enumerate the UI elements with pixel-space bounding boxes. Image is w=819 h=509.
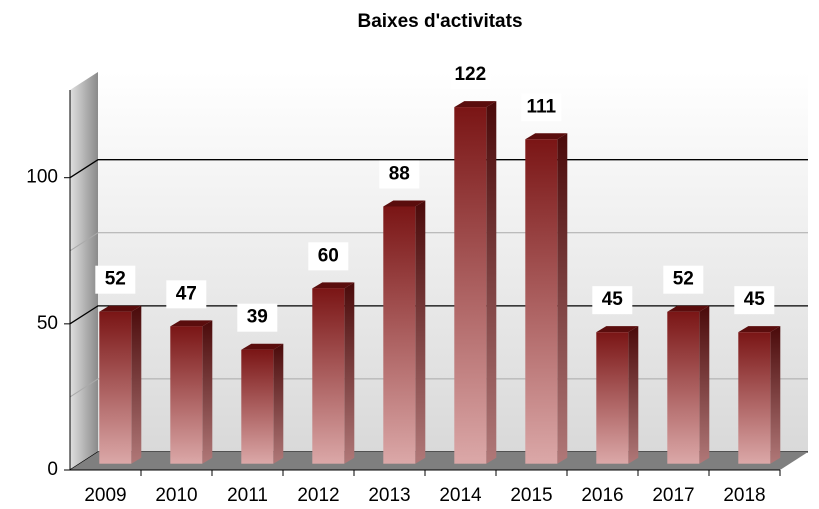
- grid-line: [69, 305, 808, 325]
- value-label: 47: [176, 283, 197, 304]
- bar-top: [596, 326, 639, 333]
- value-label-box: [592, 286, 633, 315]
- x-tick-label: 2013: [368, 485, 410, 506]
- bar: [241, 349, 274, 464]
- grid-line: [69, 159, 808, 179]
- value-label: 88: [389, 163, 410, 184]
- value-label: 52: [673, 269, 694, 290]
- bar-top: [667, 305, 710, 312]
- minor-grid-line: [69, 378, 808, 398]
- side-wall: [70, 72, 98, 470]
- value-label-box: [734, 286, 775, 315]
- bar-top: [241, 343, 284, 350]
- bar: [312, 288, 345, 464]
- bar: [596, 332, 629, 464]
- bar-side: [557, 133, 568, 464]
- value-label: 52: [105, 269, 126, 290]
- y-tick-label: 100: [26, 167, 58, 188]
- bar-side: [486, 101, 497, 464]
- x-tick-label: 2014: [439, 485, 482, 506]
- value-label: 45: [602, 289, 624, 310]
- bar-top: [170, 320, 213, 327]
- value-label-box: [663, 265, 704, 294]
- bar-top: [383, 200, 426, 207]
- y-tick-label: 50: [37, 313, 58, 334]
- value-label-box: [237, 303, 278, 332]
- bar: [99, 311, 132, 464]
- x-tick-label: 2012: [297, 485, 339, 506]
- value-label-box: [379, 160, 420, 189]
- bar-side: [628, 326, 639, 464]
- bar-side: [770, 326, 781, 464]
- x-tick-label: 2017: [652, 485, 694, 506]
- bar-side: [131, 305, 142, 464]
- bar-side: [273, 343, 284, 464]
- bar-top: [738, 326, 781, 333]
- value-label: 39: [247, 307, 268, 328]
- bar-top: [454, 101, 497, 108]
- bar: [525, 139, 558, 464]
- bar: [170, 326, 203, 464]
- x-tick-label: 2010: [155, 485, 197, 506]
- x-tick-label: 2009: [84, 485, 126, 506]
- bar-top: [312, 282, 355, 289]
- y-tick-label: 0: [47, 459, 58, 480]
- value-label: 45: [744, 289, 766, 310]
- value-label-box: [166, 280, 207, 309]
- x-tick-label: 2016: [581, 485, 623, 506]
- value-label-box: [450, 61, 491, 90]
- bar: [738, 332, 771, 464]
- x-tick-label: 2018: [723, 485, 765, 506]
- x-tick-label: 2015: [510, 485, 552, 506]
- value-label: 60: [318, 245, 339, 266]
- bar-side: [699, 305, 710, 464]
- x-tick-label: 2011: [227, 485, 268, 506]
- bar-side: [415, 200, 426, 464]
- bar-top: [99, 305, 142, 312]
- value-label-box: [95, 265, 136, 294]
- value-label-box: [521, 93, 562, 122]
- bar: [454, 107, 487, 464]
- bar-top: [525, 133, 568, 140]
- bar: [383, 206, 416, 464]
- value-label: 111: [526, 96, 556, 117]
- chart-title: Baixes d'activitats: [357, 11, 522, 32]
- bar: [667, 311, 700, 464]
- value-label: 122: [454, 64, 486, 85]
- bar-side: [202, 320, 213, 464]
- bar-side: [344, 282, 355, 464]
- minor-grid-line: [69, 232, 808, 252]
- value-label-box: [308, 242, 349, 271]
